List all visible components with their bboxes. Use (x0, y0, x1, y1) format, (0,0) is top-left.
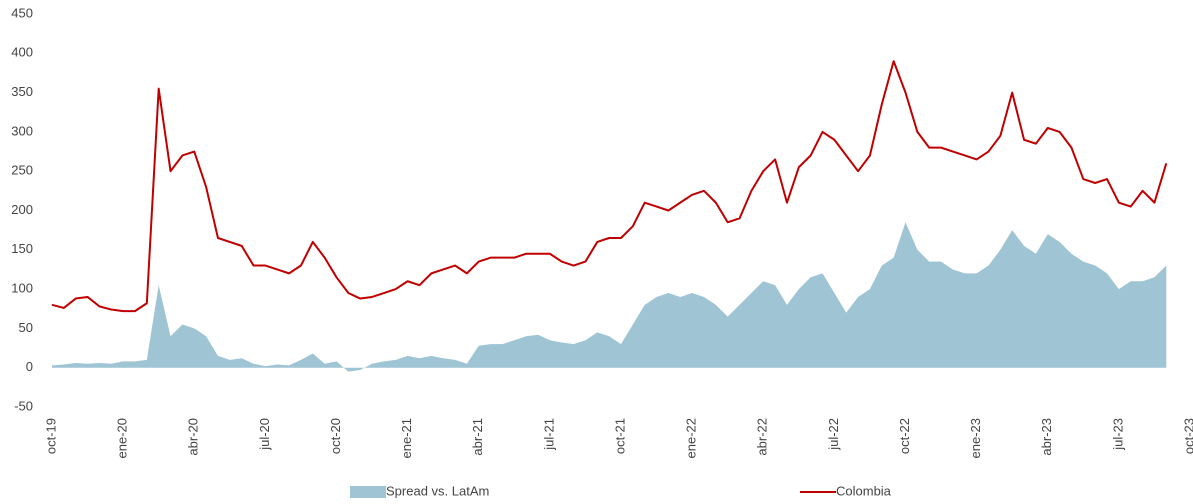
y-tick-label: -50 (14, 398, 33, 413)
x-tick-label: ene-20 (115, 418, 130, 458)
x-tick-label: abr-20 (186, 418, 201, 456)
x-tick-label: jul-23 (1110, 418, 1125, 451)
y-tick-label: 100 (11, 281, 33, 296)
legend-label: Colombia (836, 483, 892, 498)
x-tick-label: oct-20 (328, 418, 343, 454)
y-tick-label: 250 (11, 163, 33, 178)
x-tick-label: oct-21 (612, 418, 627, 454)
x-tick-label: abr-22 (755, 418, 770, 456)
y-tick-label: 0 (26, 359, 33, 374)
x-tick-label: oct-23 (1181, 418, 1193, 454)
x-tick-label: abr-21 (470, 418, 485, 456)
x-tick-label: jul-22 (826, 418, 841, 451)
x-tick-label: oct-22 (897, 418, 912, 454)
y-tick-label: 50 (19, 320, 33, 335)
x-tick-label: ene-22 (684, 418, 699, 458)
y-tick-label: 450 (11, 5, 33, 20)
x-tick-label: abr-23 (1039, 418, 1054, 456)
y-tick-label: 200 (11, 202, 33, 217)
y-tick-label: 350 (11, 84, 33, 99)
x-tick-label: jul-21 (541, 418, 556, 451)
line (51, 60, 1168, 313)
legend-swatch (350, 486, 386, 498)
x-tick-label: jul-20 (257, 418, 272, 451)
y-tick-label: 300 (11, 123, 33, 138)
area (52, 222, 1167, 372)
y-tick-label: 150 (11, 241, 33, 256)
legend-label: Spread vs. LatAm (386, 483, 489, 498)
x-tick-label: ene-21 (399, 418, 414, 458)
x-tick-label: oct-19 (43, 418, 58, 454)
y-tick-label: 400 (11, 45, 33, 60)
x-tick-label: ene-23 (968, 418, 983, 458)
